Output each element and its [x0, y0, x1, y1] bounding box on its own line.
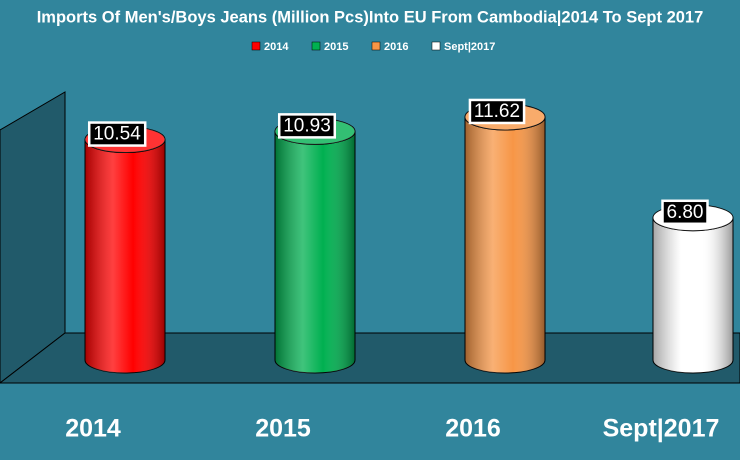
plot-area: 10.54 2014 10.93 2015 11.62 2016 6.80 Sept|2017: [65, 98, 734, 443]
data-label-box: [661, 199, 709, 226]
legend-label: 2015: [324, 41, 348, 53]
bar-shade: [275, 131, 355, 373]
data-label: 10.54: [93, 124, 141, 145]
cylinder: 6.80: [652, 199, 734, 374]
data-label: 10.93: [283, 115, 331, 136]
x-tick-label: 2016: [445, 415, 501, 443]
bar-shade: [85, 139, 165, 373]
legend-swatch: [431, 41, 441, 51]
x-tick-label: 2014: [65, 415, 121, 443]
chart-title: Imports Of Men's/Boys Jeans (Million Pcs…: [37, 8, 704, 26]
legend-swatch: [311, 41, 321, 51]
cylinder: 11.62: [464, 98, 546, 374]
data-label: 6.80: [667, 202, 704, 223]
legend-swatch: [371, 41, 381, 51]
bar-shade: [465, 116, 545, 373]
legend-label: 2016: [384, 41, 408, 53]
data-label-box: [87, 121, 147, 147]
data-label-box: [277, 113, 337, 139]
legend-label: Sept|2017: [444, 41, 495, 53]
data-label-box: [468, 98, 526, 125]
legend-swatch: [251, 41, 261, 51]
bar-shade: [653, 217, 733, 373]
legend-label: 2014: [264, 41, 289, 53]
x-tick-label: 2015: [255, 415, 311, 443]
cylinder: 10.54: [84, 121, 166, 374]
side-wall: [0, 91, 66, 384]
x-tick-label: Sept|2017: [603, 415, 720, 443]
cylinder: 10.93: [274, 113, 356, 374]
floor: [0, 332, 740, 384]
data-label: 11.62: [474, 101, 520, 122]
legend: 2014 2015 2016 Sept|2017: [251, 41, 495, 53]
